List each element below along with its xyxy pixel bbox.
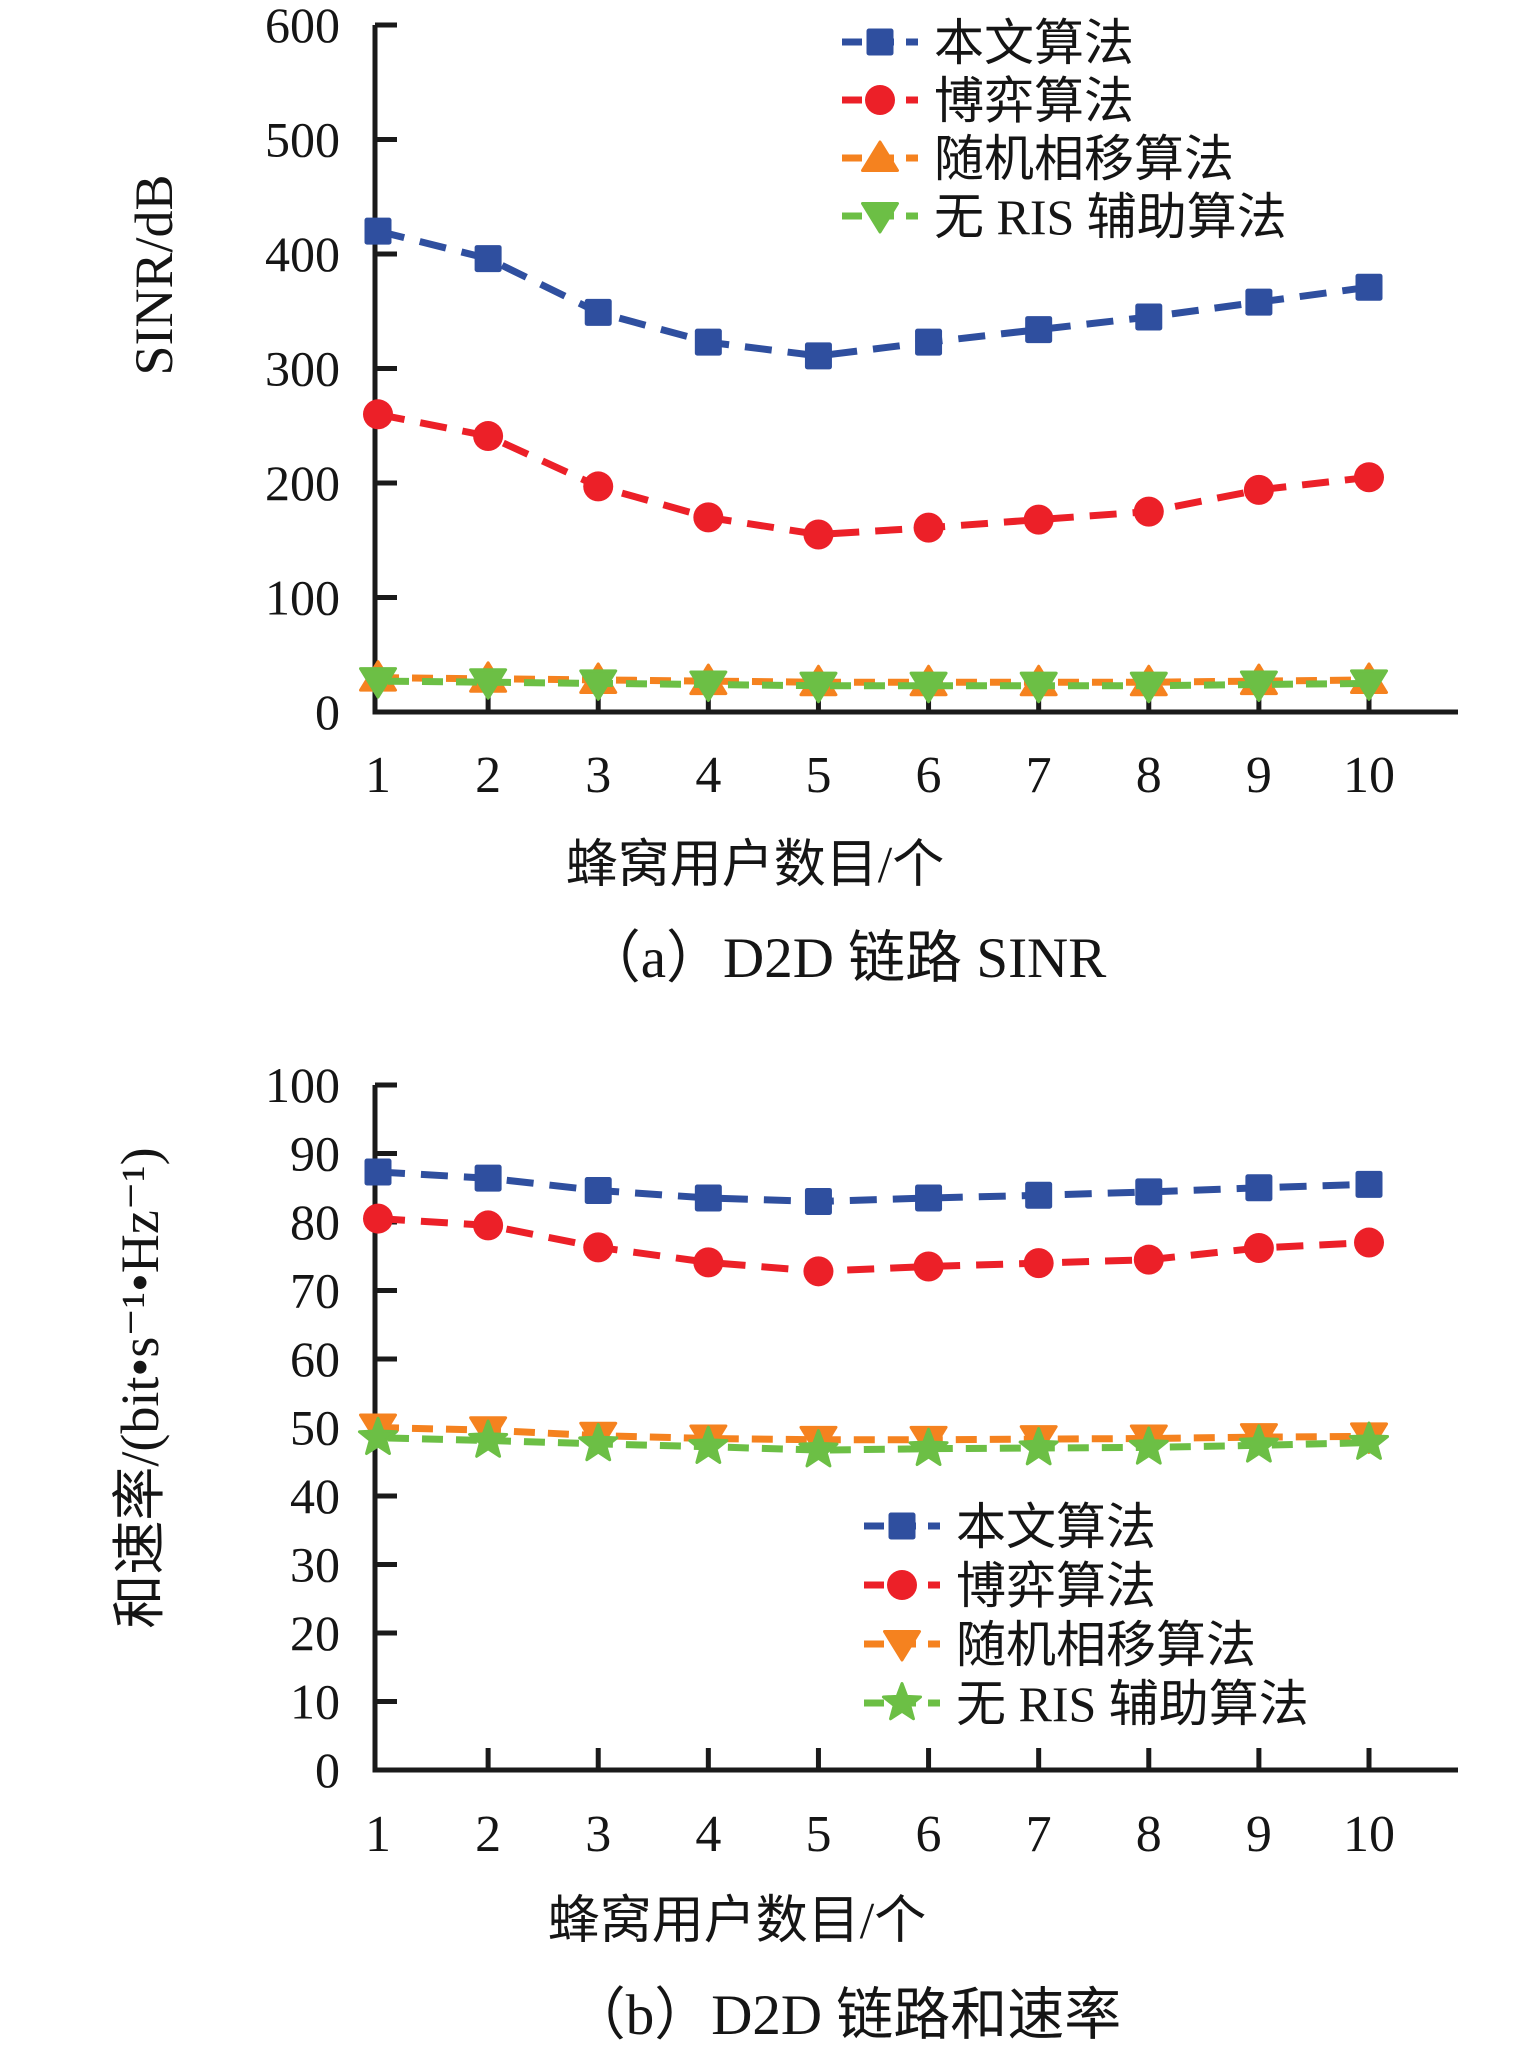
triangle-down-marker-icon bbox=[842, 202, 918, 234]
chart-a-legend-item-random-phase: 随机相移算法 bbox=[842, 131, 1234, 187]
chart-a-series-0-line bbox=[364, 217, 1383, 370]
svg-text:4: 4 bbox=[695, 747, 721, 804]
svg-text:30: 30 bbox=[290, 1537, 340, 1593]
legend-label: 本文算法 bbox=[956, 1499, 1156, 1555]
chart-a-legend-item-no-ris: 无 RIS 辅助算法 bbox=[842, 189, 1287, 245]
star-marker-icon bbox=[864, 1682, 940, 1721]
svg-text:2: 2 bbox=[475, 747, 501, 804]
chart-a-series bbox=[359, 217, 1388, 704]
svg-text:50: 50 bbox=[290, 1400, 340, 1456]
circle-marker-icon bbox=[864, 1570, 940, 1600]
chart-b-x-axis-label: 蜂窝用户数目/个 bbox=[548, 1893, 926, 1950]
chart-b-series-0-line bbox=[364, 1158, 1383, 1215]
svg-text:5: 5 bbox=[805, 1806, 831, 1863]
svg-text:40: 40 bbox=[290, 1468, 340, 1524]
svg-text:10: 10 bbox=[1343, 747, 1395, 804]
chart-b-series bbox=[357, 1158, 1390, 1468]
legend-label: 无 RIS 辅助算法 bbox=[956, 1676, 1309, 1732]
svg-text:70: 70 bbox=[290, 1263, 340, 1319]
svg-text:4: 4 bbox=[695, 1806, 721, 1863]
chart-a-x-axis-label: 蜂窝用户数目/个 bbox=[566, 837, 944, 894]
chart-b-legend-item-proposed: 本文算法 bbox=[864, 1499, 1156, 1555]
chart-b-legend-item-game: 博弈算法 bbox=[864, 1558, 1156, 1614]
svg-text:9: 9 bbox=[1246, 747, 1272, 804]
chart-a-sinr: 0 100 200 300 400 500 600 1 2 3 4 5 6 7 8 9 10 SINR/dB 蜂… bbox=[124, 0, 1458, 990]
chart-a-legend: 本文算法 博弈算法 随机相移算法 无 RIS 辅助算法 bbox=[842, 15, 1287, 245]
circle-marker-icon bbox=[842, 85, 918, 115]
svg-text:60: 60 bbox=[290, 1331, 340, 1387]
legend-label: 无 RIS 辅助算法 bbox=[934, 189, 1287, 245]
svg-text:3: 3 bbox=[585, 1806, 611, 1863]
svg-text:8: 8 bbox=[1136, 1806, 1162, 1863]
chart-b-series-3-line bbox=[357, 1416, 1390, 1468]
svg-text:10: 10 bbox=[1343, 1806, 1395, 1863]
legend-label: 随机相移算法 bbox=[956, 1617, 1256, 1673]
chart-a-series-3-line bbox=[359, 667, 1388, 704]
svg-text:6: 6 bbox=[916, 747, 942, 804]
triangle-down-marker-icon bbox=[864, 1630, 940, 1662]
legend-label: 本文算法 bbox=[934, 15, 1134, 71]
legend-label: 博弈算法 bbox=[934, 73, 1134, 129]
svg-text:300: 300 bbox=[265, 341, 340, 397]
chart-a-series-1-line bbox=[363, 399, 1384, 550]
chart-a-caption: （a）D2D 链路 SINR bbox=[584, 927, 1107, 990]
svg-text:100: 100 bbox=[265, 1057, 340, 1113]
svg-text:7: 7 bbox=[1026, 747, 1052, 804]
chart-a-legend-item-proposed: 本文算法 bbox=[842, 15, 1134, 71]
svg-text:2: 2 bbox=[475, 1806, 501, 1863]
chart-a-series-2-line bbox=[359, 660, 1388, 697]
triangle-up-marker-icon bbox=[842, 140, 918, 172]
chart-b-legend-item-random-phase: 随机相移算法 bbox=[864, 1617, 1256, 1673]
svg-text:9: 9 bbox=[1246, 1806, 1272, 1863]
chart-b-legend-item-no-ris: 无 RIS 辅助算法 bbox=[864, 1676, 1309, 1732]
legend-label: 博弈算法 bbox=[956, 1558, 1156, 1614]
svg-text:0: 0 bbox=[315, 1742, 340, 1798]
svg-text:5: 5 bbox=[805, 747, 831, 804]
chart-b-sumrate: 0 10 20 30 40 50 60 70 80 90 100 1 2 3 4 5 6 7 8 9 10 和速率/(b… bbox=[110, 1057, 1458, 2047]
square-marker-icon bbox=[842, 28, 918, 56]
svg-text:500: 500 bbox=[265, 112, 340, 168]
svg-text:10: 10 bbox=[290, 1674, 340, 1730]
legend-label: 随机相移算法 bbox=[934, 131, 1234, 187]
chart-a-y-axis-label: SINR/dB bbox=[124, 174, 184, 375]
svg-text:100: 100 bbox=[265, 570, 340, 626]
chart-a-legend-item-game: 博弈算法 bbox=[842, 73, 1134, 129]
svg-text:6: 6 bbox=[916, 1806, 942, 1863]
chart-b-y-axis-label: 和速率/(bit•s⁻¹•Hz⁻¹) bbox=[110, 1147, 170, 1628]
svg-text:1: 1 bbox=[365, 1806, 391, 1863]
square-marker-icon bbox=[864, 1512, 940, 1540]
chart-b-legend: 本文算法 博弈算法 随机相移算法 无 RIS 辅助算法 bbox=[864, 1499, 1309, 1732]
chart-a-axes: 0 100 200 300 400 500 600 1 2 3 4 5 6 7 8 9 10 bbox=[265, 0, 1458, 804]
svg-text:0: 0 bbox=[315, 684, 340, 740]
svg-text:200: 200 bbox=[265, 455, 340, 511]
svg-text:20: 20 bbox=[290, 1605, 340, 1661]
svg-text:7: 7 bbox=[1026, 1806, 1052, 1863]
svg-text:600: 600 bbox=[265, 0, 340, 53]
svg-text:3: 3 bbox=[585, 747, 611, 804]
chart-b-caption: （b）D2D 链路和速率 bbox=[569, 1984, 1122, 2047]
svg-text:90: 90 bbox=[290, 1126, 340, 1182]
svg-text:80: 80 bbox=[290, 1194, 340, 1250]
svg-text:1: 1 bbox=[365, 747, 391, 804]
svg-text:400: 400 bbox=[265, 226, 340, 282]
chart-b-series-1-line bbox=[363, 1203, 1384, 1287]
svg-text:8: 8 bbox=[1136, 747, 1162, 804]
